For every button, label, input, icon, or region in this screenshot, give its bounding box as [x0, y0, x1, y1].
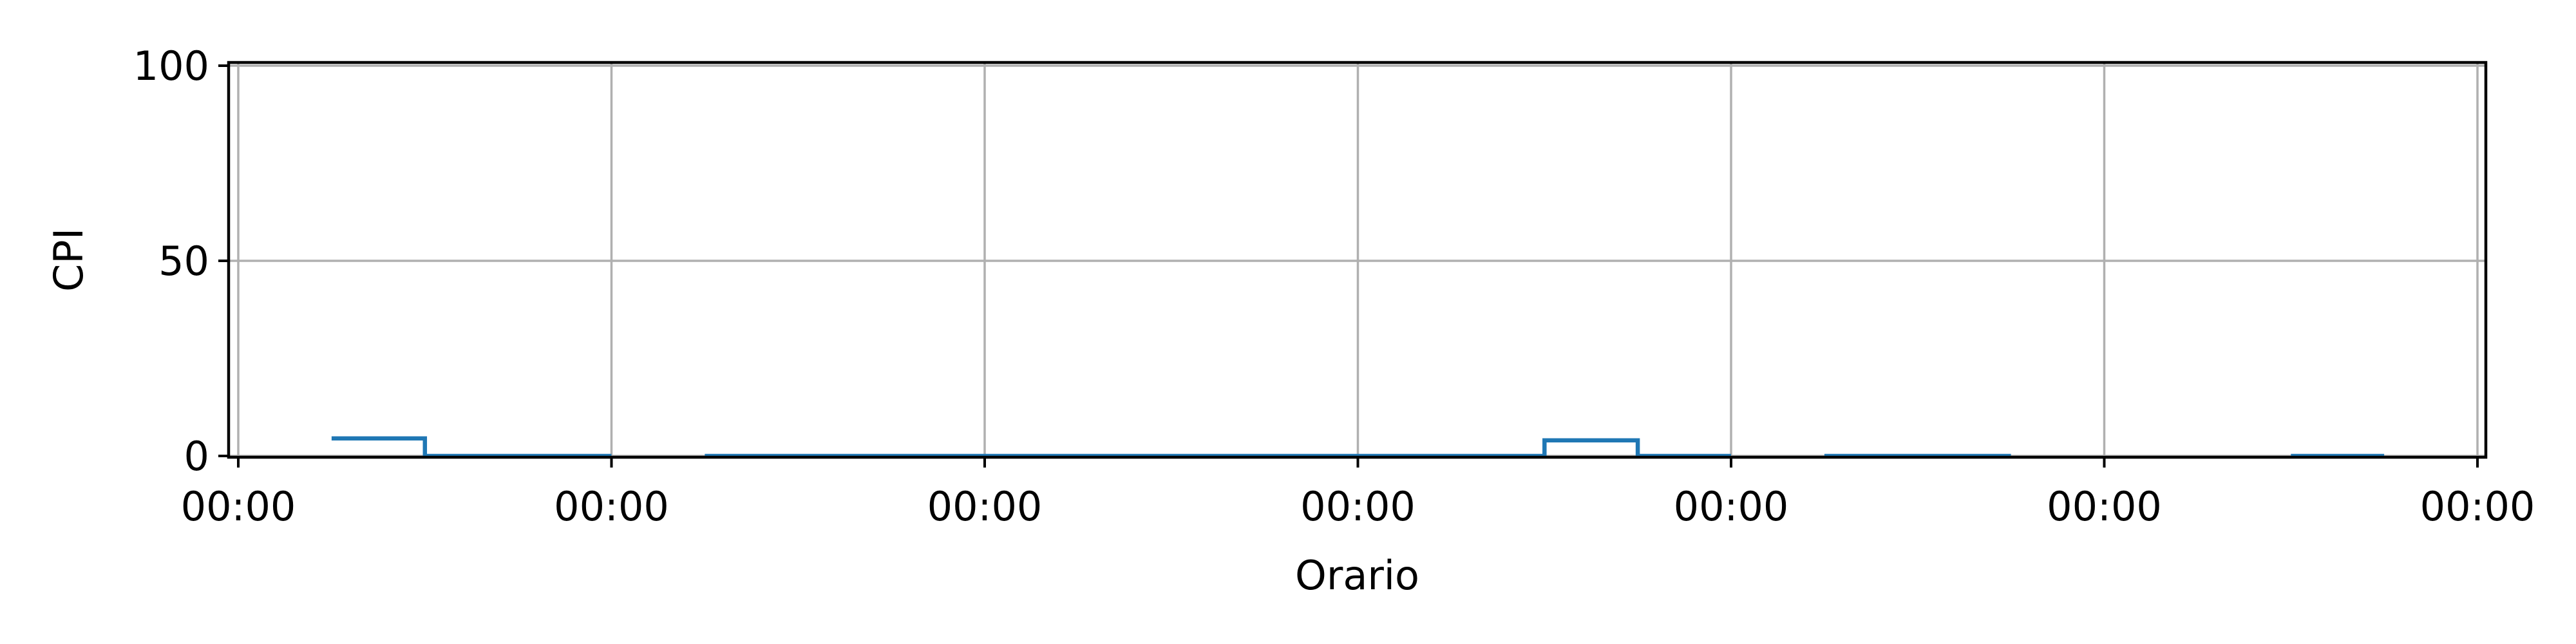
x-tick-label: 00:00 — [181, 483, 296, 530]
x-axis-ticks: 00:00 00:00 00:00 00:00 00:00 00:00 00:00 — [181, 457, 2535, 530]
series-segment — [705, 438, 1731, 459]
x-tick-label: 00:00 — [927, 483, 1043, 530]
x-axis-title: Orario — [1295, 552, 1419, 599]
x-tick-label: 00:00 — [1674, 483, 1789, 530]
y-tick-label: 100 — [133, 43, 209, 90]
y-axis-title: CPI — [45, 228, 92, 292]
x-tick-label: 00:00 — [2420, 483, 2535, 530]
y-tick-label: 50 — [158, 238, 209, 285]
y-tick-label: 0 — [184, 433, 209, 480]
x-tick-label: 00:00 — [2047, 483, 2162, 530]
y-axis-ticks: 0 50 100 — [133, 43, 229, 480]
x-tick-label: 00:00 — [554, 483, 669, 530]
x-tick-label: 00:00 — [1300, 483, 1416, 530]
grid — [229, 62, 2486, 457]
series-segment — [331, 436, 612, 459]
